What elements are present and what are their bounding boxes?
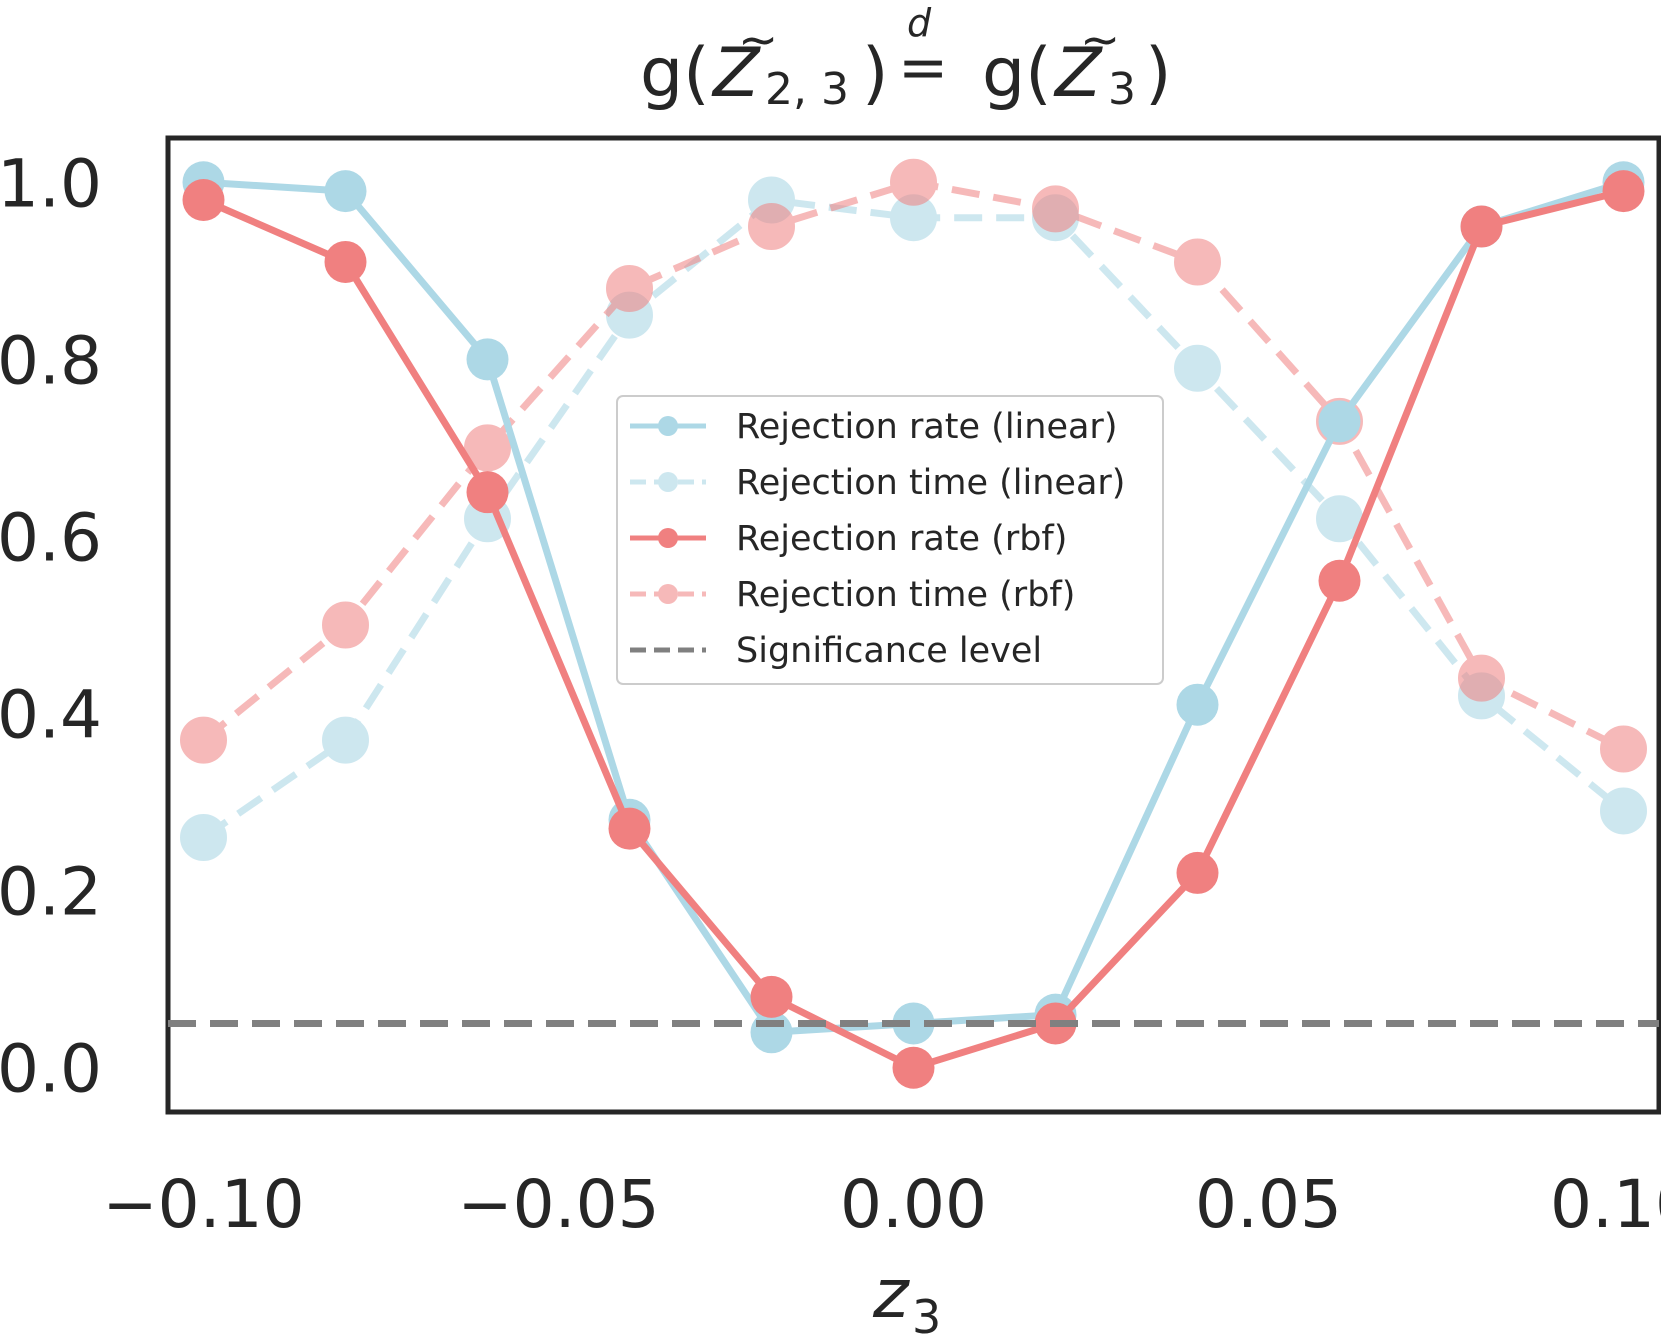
title-left-tilde: ~	[738, 12, 778, 68]
data-point	[748, 203, 795, 251]
data-point	[1318, 559, 1361, 602]
data-point	[466, 338, 509, 381]
y-tick-label: 0.0	[0, 1031, 102, 1108]
data-point	[324, 240, 367, 283]
data-point	[464, 424, 511, 472]
plot-area	[168, 158, 1659, 1089]
x-tick-label: −0.05	[457, 1166, 659, 1243]
title-right-tilde: ~	[1080, 12, 1120, 68]
legend-label: Rejection time (linear)	[736, 463, 1125, 503]
x-axis-label: z 3	[872, 1255, 941, 1343]
x-tick-label: −0.10	[102, 1166, 304, 1243]
legend-marker	[658, 584, 678, 604]
y-tick-label: 1.0	[0, 145, 102, 222]
x-axis-label-sub: 3	[912, 1290, 941, 1343]
chart-title: g( ~ Z 2, 3 ) d = g( ~ Z 3 )	[640, 1, 1172, 115]
x-axis-ticks: −0.10 −0.05 0.00 0.05 0.10	[102, 1166, 1661, 1243]
y-tick-label: 0.8	[0, 322, 102, 399]
data-point	[324, 170, 367, 213]
data-point	[1460, 205, 1503, 248]
legend-item	[630, 584, 706, 604]
data-point	[322, 601, 369, 649]
title-left-var: Z	[711, 34, 761, 113]
data-point	[1174, 238, 1221, 286]
data-point	[1600, 787, 1647, 835]
legend-marker	[658, 416, 678, 436]
title-relation-mark: d	[907, 1, 932, 45]
legend-label: Rejection rate (rbf)	[736, 519, 1067, 559]
legend-label: Rejection rate (linear)	[736, 407, 1117, 447]
y-tick-label: 0.4	[0, 677, 102, 754]
x-tick-label: 0.10	[1550, 1166, 1661, 1243]
data-point	[1316, 495, 1363, 543]
legend-item	[630, 472, 706, 492]
legend-box	[616, 395, 1164, 685]
title-right-fn: g(	[982, 34, 1052, 113]
data-point	[608, 807, 651, 850]
data-point	[890, 158, 937, 206]
data-point	[322, 716, 369, 764]
data-point	[1458, 654, 1505, 702]
x-tick-label: 0.00	[840, 1166, 987, 1243]
data-point	[606, 265, 653, 313]
data-point	[1174, 344, 1221, 392]
data-point	[182, 178, 225, 221]
data-point	[1602, 170, 1645, 213]
legend-label: Significance level	[736, 631, 1042, 671]
data-point	[892, 1046, 935, 1089]
data-point	[180, 716, 227, 764]
legend-item	[630, 528, 706, 548]
title-left-fn: g(	[640, 34, 710, 113]
series-3	[182, 170, 1645, 1089]
data-point	[180, 814, 227, 862]
legend: Rejection rate (linear) Rejection time (l…	[616, 395, 1164, 685]
title-right-var: Z	[1053, 34, 1103, 113]
legend-marker	[658, 472, 678, 492]
data-point	[1176, 851, 1219, 894]
data-point	[1600, 725, 1647, 773]
data-point	[466, 471, 509, 514]
legend-label: Rejection time (rbf)	[736, 575, 1075, 615]
title-right-close: )	[1145, 34, 1172, 113]
legend-marker	[658, 528, 678, 548]
y-tick-label: 0.2	[0, 854, 102, 931]
title-right-sub: 3	[1108, 64, 1136, 115]
legend-item	[630, 416, 706, 436]
x-axis-label-var: z	[872, 1255, 910, 1334]
x-tick-label: 0.05	[1195, 1166, 1342, 1243]
data-point	[892, 1002, 935, 1045]
data-point	[750, 975, 793, 1018]
title-left-sub: 2, 3	[765, 64, 849, 115]
data-point	[1032, 185, 1079, 233]
data-point	[1176, 683, 1219, 726]
data-point	[1318, 400, 1361, 443]
title-left-close: )	[862, 34, 889, 113]
y-axis-ticks: 0.0 0.2 0.4 0.6 0.8 1.0	[0, 145, 102, 1107]
title-relation: =	[898, 33, 948, 103]
y-tick-label: 0.6	[0, 499, 102, 576]
plot-frame	[165, 135, 1661, 1115]
